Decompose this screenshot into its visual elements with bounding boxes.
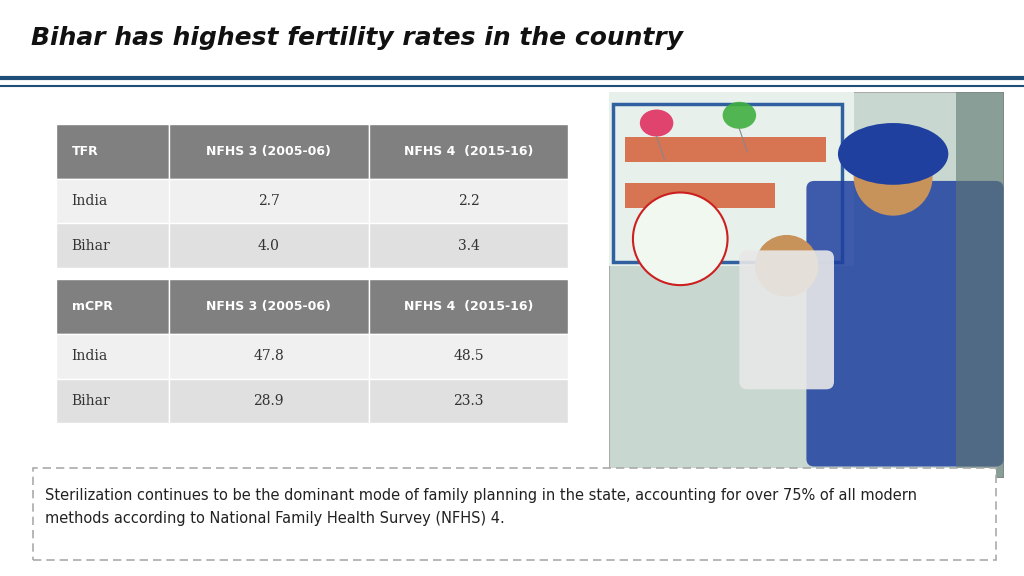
Text: Bihar: Bihar <box>72 238 111 252</box>
FancyBboxPatch shape <box>369 334 568 379</box>
Text: 3.4: 3.4 <box>458 238 479 252</box>
Ellipse shape <box>838 123 948 185</box>
Text: Bihar: Bihar <box>72 394 111 408</box>
FancyBboxPatch shape <box>56 179 169 223</box>
FancyBboxPatch shape <box>609 92 854 266</box>
FancyBboxPatch shape <box>56 124 169 179</box>
FancyBboxPatch shape <box>625 137 826 162</box>
Ellipse shape <box>640 109 674 137</box>
FancyBboxPatch shape <box>369 223 568 268</box>
Text: 2.7: 2.7 <box>258 194 280 208</box>
FancyBboxPatch shape <box>169 379 369 423</box>
FancyBboxPatch shape <box>956 92 1004 478</box>
Text: mCPR: mCPR <box>72 300 113 313</box>
Text: 28.9: 28.9 <box>254 394 284 408</box>
FancyBboxPatch shape <box>169 334 369 379</box>
Ellipse shape <box>723 102 756 129</box>
Text: 2.2: 2.2 <box>458 194 479 208</box>
Text: TFR: TFR <box>72 145 98 158</box>
Text: NFHS 4  (2015-16): NFHS 4 (2015-16) <box>403 145 534 158</box>
FancyBboxPatch shape <box>169 279 369 334</box>
Text: India: India <box>72 350 108 363</box>
FancyBboxPatch shape <box>625 183 775 208</box>
Text: 47.8: 47.8 <box>253 350 285 363</box>
FancyBboxPatch shape <box>169 223 369 268</box>
FancyBboxPatch shape <box>739 251 834 389</box>
Text: Sterilization continues to be the dominant mode of family planning in the state,: Sterilization continues to be the domina… <box>45 488 918 526</box>
FancyBboxPatch shape <box>56 223 169 268</box>
FancyBboxPatch shape <box>33 468 996 560</box>
FancyBboxPatch shape <box>609 92 1004 478</box>
FancyBboxPatch shape <box>56 334 169 379</box>
FancyBboxPatch shape <box>369 179 568 223</box>
Text: Bihar has highest fertility rates in the country: Bihar has highest fertility rates in the… <box>31 26 683 50</box>
Text: 48.5: 48.5 <box>454 350 483 363</box>
Text: NFHS 4  (2015-16): NFHS 4 (2015-16) <box>403 300 534 313</box>
FancyBboxPatch shape <box>369 279 568 334</box>
Text: 23.3: 23.3 <box>454 394 483 408</box>
Text: 4.0: 4.0 <box>258 238 280 252</box>
Circle shape <box>755 235 818 297</box>
Text: NFHS 3 (2005-06): NFHS 3 (2005-06) <box>207 145 331 158</box>
Text: India: India <box>72 194 108 208</box>
Circle shape <box>633 192 728 285</box>
Circle shape <box>854 138 933 215</box>
FancyBboxPatch shape <box>169 179 369 223</box>
Text: NFHS 3 (2005-06): NFHS 3 (2005-06) <box>207 300 331 313</box>
FancyBboxPatch shape <box>369 379 568 423</box>
FancyBboxPatch shape <box>56 279 169 334</box>
FancyBboxPatch shape <box>369 124 568 179</box>
FancyBboxPatch shape <box>169 124 369 179</box>
FancyBboxPatch shape <box>807 181 1004 467</box>
FancyBboxPatch shape <box>56 379 169 423</box>
